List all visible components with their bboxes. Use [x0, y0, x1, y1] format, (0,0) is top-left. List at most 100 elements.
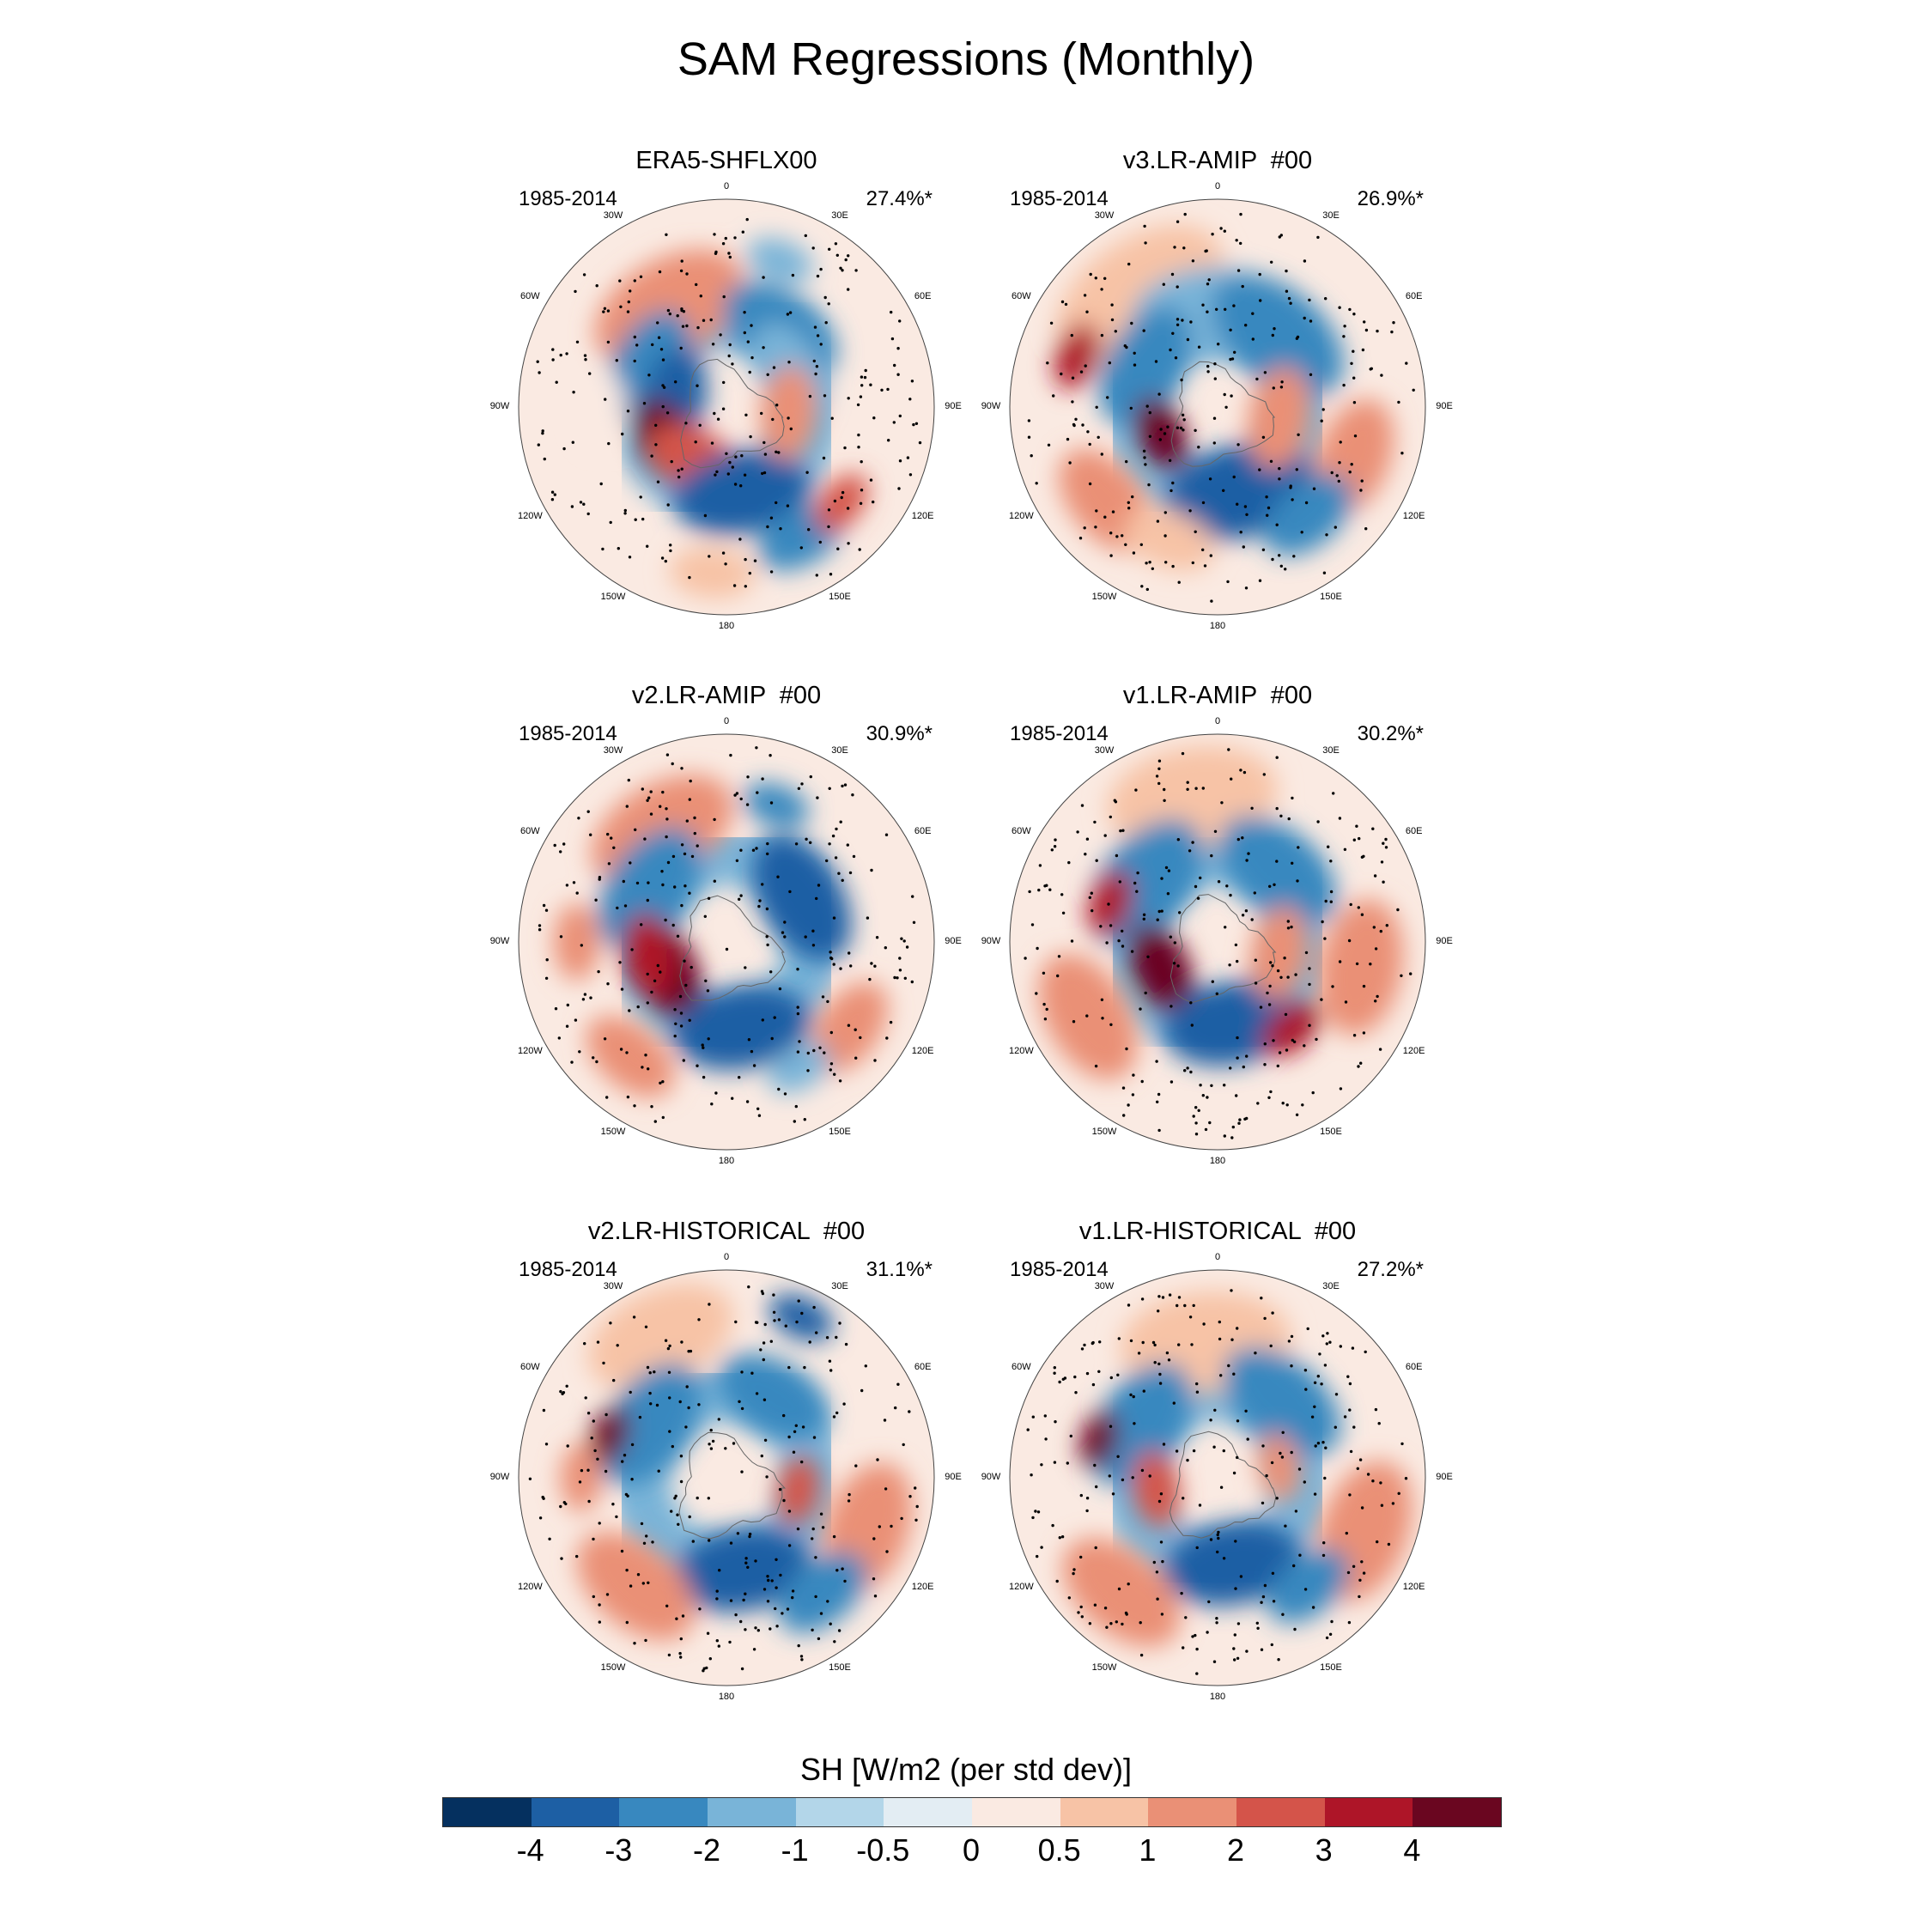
- anomaly-patch: [1257, 1432, 1301, 1502]
- longitude-label: 60E: [1405, 291, 1423, 301]
- longitude-label: 60W: [1012, 291, 1031, 301]
- colorbar-swatch: [619, 1798, 708, 1826]
- longitude-label: 30W: [603, 210, 623, 222]
- longitude-label: 120E: [1402, 1046, 1425, 1056]
- panel-percent: 27.4%*: [866, 187, 933, 210]
- anomaly-patch: [576, 1531, 695, 1641]
- polar-map: [1009, 198, 1426, 616]
- anomaly-patch: [1062, 1538, 1181, 1647]
- longitude-label: 60W: [520, 291, 540, 301]
- longitude-label: 120E: [911, 511, 934, 521]
- longitude-label: 90E: [945, 936, 962, 946]
- panel-years: 1985-2014: [1010, 187, 1109, 210]
- longitude-label: 90W: [489, 936, 510, 946]
- longitude-label: 150E: [1320, 591, 1342, 602]
- polar-map: [518, 733, 935, 1151]
- significance-stippling: [528, 1285, 919, 1673]
- longitude-label: 120W: [517, 1582, 543, 1592]
- map-border: [1009, 733, 1426, 1151]
- longitude-label: 120W: [1008, 1582, 1034, 1592]
- colorbar-title: SH [W/m2 (per std dev)]: [799, 1752, 1133, 1787]
- anomaly-patch: [1123, 508, 1215, 571]
- map-border: [1009, 198, 1426, 616]
- colorbar-tick-label: -0.5: [856, 1832, 910, 1868]
- antarctica-coastline: [1169, 1431, 1277, 1539]
- longitude-label: 150W: [1091, 1126, 1117, 1137]
- colorbar-tick-label: 2: [1226, 1832, 1245, 1868]
- longitude-label: 0: [723, 181, 730, 191]
- longitude-label: 180: [718, 1156, 735, 1166]
- anomaly-patch: [622, 913, 676, 999]
- anomaly-patch: [674, 1527, 811, 1613]
- anomaly-patch: [718, 1353, 829, 1441]
- anomaly-patch: [673, 985, 810, 1071]
- antarctica-coastline: [680, 358, 785, 469]
- panel-title: v1.LR-HISTORICAL #00: [1078, 1218, 1357, 1245]
- longitude-label: 90E: [1436, 1472, 1453, 1482]
- anomaly-patch: [769, 1294, 834, 1342]
- antarctica-coastline: [678, 1431, 787, 1540]
- longitude-label: 60E: [1405, 1362, 1423, 1372]
- anomaly-patch: [1132, 1450, 1181, 1528]
- panel-title: v2.LR-AMIP #00: [631, 682, 822, 709]
- panel-percent: 27.2%*: [1357, 1258, 1424, 1281]
- anomaly-patch: [587, 1283, 733, 1390]
- longitude-label: 90E: [1436, 936, 1453, 946]
- panel-years: 1985-2014: [519, 722, 617, 745]
- longitude-label: 30W: [1094, 1281, 1115, 1292]
- panel-years: 1985-2014: [1010, 1258, 1109, 1281]
- longitude-label: 120E: [1402, 511, 1425, 521]
- panel-title: v1.LR-AMIP #00: [1122, 682, 1313, 709]
- polar-map: [1009, 733, 1426, 1151]
- longitude-label: 120W: [517, 1046, 543, 1056]
- panel-years: 1985-2014: [519, 1258, 617, 1281]
- polar-map: [1009, 1269, 1426, 1686]
- panel-percent: 30.2%*: [1357, 722, 1424, 745]
- colorbar-tick-label: -4: [516, 1832, 544, 1868]
- colorbar-tick-label: -3: [605, 1832, 633, 1868]
- longitude-label: 60W: [520, 1362, 540, 1372]
- longitude-label: 60E: [914, 291, 932, 301]
- anomaly-patch: [760, 365, 817, 460]
- colorbar-swatch: [795, 1798, 884, 1826]
- anomaly-patch: [560, 1443, 602, 1512]
- colorbar-swatch: [1148, 1798, 1237, 1826]
- longitude-label: 120E: [911, 1046, 934, 1056]
- longitude-label: 30W: [1094, 745, 1115, 756]
- anomaly-patch: [1267, 1548, 1349, 1624]
- longitude-label: 150W: [600, 591, 626, 602]
- antarctica-coastline: [679, 895, 786, 1001]
- longitude-label: 0: [1214, 716, 1221, 726]
- antarctica-coastline: [1170, 894, 1277, 1004]
- longitude-label: 90W: [981, 936, 1001, 946]
- longitude-label: 150E: [829, 1126, 851, 1137]
- anomaly-patch: [1099, 306, 1193, 425]
- longitude-label: 60W: [1012, 1362, 1031, 1372]
- anomaly-patch: [1249, 906, 1309, 1000]
- polar-map: [518, 1269, 935, 1686]
- longitude-label: 180: [718, 1692, 735, 1702]
- map-border: [518, 1269, 935, 1686]
- anomaly-patch: [598, 827, 702, 950]
- longitude-label: 30E: [1322, 745, 1340, 756]
- anomaly-patch: [1211, 274, 1345, 397]
- longitude-label: 180: [1209, 621, 1226, 631]
- longitude-label: 60W: [1012, 826, 1031, 836]
- anomaly-patch: [1264, 474, 1353, 556]
- longitude-label: 90E: [945, 401, 962, 411]
- longitude-label: 180: [1209, 1156, 1226, 1166]
- longitude-label: 90W: [489, 1472, 510, 1482]
- map-border: [518, 733, 935, 1151]
- longitude-label: 30W: [603, 745, 623, 756]
- colorbar-tick-label: 3: [1315, 1832, 1333, 1868]
- colorbar-swatch: [443, 1798, 532, 1826]
- longitude-label: 30W: [1094, 210, 1115, 222]
- colorbar: [442, 1797, 1502, 1827]
- longitude-label: 30E: [1322, 1281, 1340, 1292]
- longitude-label: 150E: [829, 1662, 851, 1673]
- longitude-label: 30E: [831, 1281, 848, 1292]
- longitude-label: 0: [723, 716, 730, 726]
- longitude-label: 150W: [1091, 1662, 1117, 1673]
- longitude-label: 0: [723, 1252, 730, 1262]
- map-border: [518, 198, 935, 616]
